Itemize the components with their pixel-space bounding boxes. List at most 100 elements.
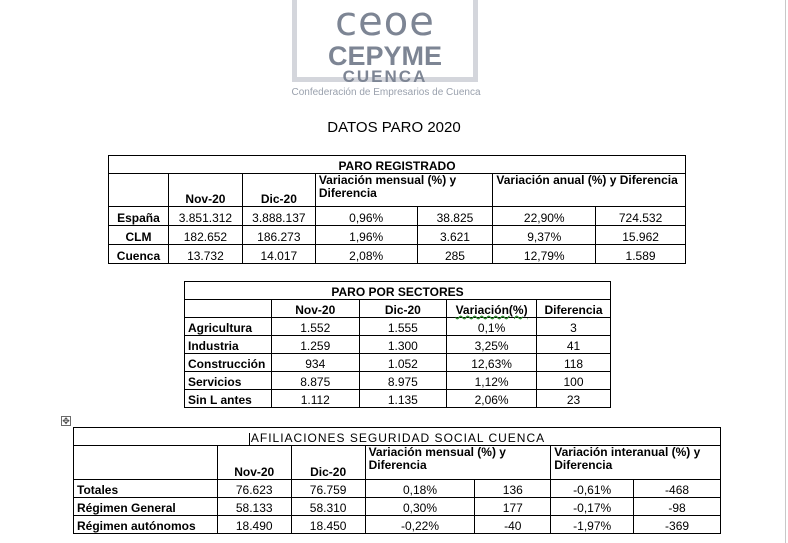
table-cell: 136 [474, 479, 552, 498]
table-cell: 58.310 [290, 497, 366, 516]
table-header-row: Nov-20 Dic-20 Variación(%) Diferencia [184, 299, 611, 318]
table-cell: 8.875 [270, 371, 360, 390]
table-caption-row: PARO REGISTRADO [108, 155, 686, 174]
table-cell: 1.555 [358, 317, 448, 336]
table-header-row: Nov-20 Dic-20 Variación mensual (%) y Di… [108, 173, 686, 207]
row-label: Totales [73, 479, 218, 498]
logo-tagline: Confederación de Empresarios de Cuenca [291, 87, 481, 98]
table-cell: 285 [416, 244, 494, 264]
header-cell: Nov-20 [270, 299, 360, 318]
table-cell: 1.112 [270, 389, 360, 408]
table-cell: 18.490 [216, 515, 292, 534]
table-cell: 13.732 [167, 244, 243, 264]
table-cell: 1.589 [595, 244, 686, 264]
table-row: Industria 1.259 1.300 3,25% 41 [184, 335, 611, 354]
table-cell: 38.825 [416, 206, 494, 226]
table-cell: -0,17% [550, 497, 635, 516]
table-cell: 0,30% [364, 497, 476, 516]
table-cell: 1.135 [358, 389, 448, 408]
table-cell: 1.052 [358, 353, 448, 372]
table-cell: -468 [633, 479, 721, 498]
table-cell: 118 [536, 353, 611, 372]
table-row: Agricultura 1.552 1.555 0,1% 3 [184, 317, 611, 336]
header-cell [184, 299, 272, 318]
table-cell: 76.759 [290, 479, 366, 498]
row-label: Agricultura [184, 317, 272, 336]
table-cell: 1,12% [446, 371, 538, 390]
spellcheck-underlined-text[interactable]: Variación(%) [455, 303, 528, 317]
header-cell: Nov-20 [216, 445, 292, 480]
table-cell: 3,25% [446, 335, 538, 354]
table-cell: -98 [633, 497, 721, 516]
header-cell: Variación interanual (%) y Diferencia [550, 445, 721, 480]
header-cell: Diferencia [536, 299, 611, 318]
table-cell: 1.552 [270, 317, 360, 336]
header-cell: Dic-20 [358, 299, 448, 318]
table-cell: 2,08% [314, 244, 418, 264]
table-caption-row: AFILIACIONES SEGURIDAD SOCIAL CUENCA [73, 427, 721, 446]
table-move-handle-icon[interactable]: ✥ [61, 416, 71, 426]
table-cell: 0,96% [314, 206, 418, 226]
ceoe-cepyme-logo: ceoe CEPYME CUENCA Confederación de Empr… [292, 0, 481, 100]
table-caption-text: AFILIACIONES SEGURIDAD SOCIAL CUENCA [250, 431, 546, 445]
row-label: Sin L antes [184, 389, 272, 408]
table-cell: 3.621 [416, 225, 494, 245]
table-cell: 3 [536, 317, 611, 336]
table-cell: -1,97% [550, 515, 635, 534]
table-cell: 76.623 [216, 479, 292, 498]
header-cell: Variación mensual (%) y Diferencia [364, 445, 552, 480]
table-caption[interactable]: AFILIACIONES SEGURIDAD SOCIAL CUENCA [73, 427, 721, 446]
row-label: CLM [108, 225, 169, 245]
header-cell: Dic-20 [290, 445, 366, 480]
table-row: Sin L antes 1.112 1.135 2,06% 23 [184, 389, 611, 408]
table-cell: 1.259 [270, 335, 360, 354]
table-cell: 100 [536, 371, 611, 390]
table-cell: 0,1% [446, 317, 538, 336]
table-cell: -0,61% [550, 479, 635, 498]
table-cell: 8.975 [358, 371, 448, 390]
table-cell: 182.652 [167, 225, 243, 245]
table-cell: -369 [633, 515, 721, 534]
table-cell: -0,22% [364, 515, 476, 534]
table-caption: PARO POR SECTORES [184, 281, 611, 300]
table-cell: 3.851.312 [167, 206, 243, 226]
afiliaciones-table: AFILIACIONES SEGURIDAD SOCIAL CUENCA Nov… [73, 427, 721, 534]
logo-cepyme: CEPYME [327, 41, 443, 71]
table-row: Cuenca 13.732 14.017 2,08% 285 12,79% 1.… [108, 244, 686, 264]
text-cursor [248, 432, 250, 445]
table-row: España 3.851.312 3.888.137 0,96% 38.825 … [108, 206, 686, 226]
logo-ceoe: ceoe [335, 0, 435, 45]
header-cell: Nov-20 [167, 173, 243, 207]
table-cell: 12,63% [446, 353, 538, 372]
table-cell: 15.962 [595, 225, 686, 245]
logo-frame [292, 0, 478, 82]
table-cell: 3.888.137 [241, 206, 316, 226]
table-header-row: Nov-20 Dic-20 Variación mensual (%) y Di… [73, 445, 721, 480]
table-row: CLM 182.652 186.273 1,96% 3.621 9,37% 15… [108, 225, 686, 245]
table-row: Totales 76.623 76.759 0,18% 136 -0,61% -… [73, 479, 721, 498]
row-label: Construcción [184, 353, 272, 372]
row-label: Régimen autónomos [73, 515, 218, 534]
table-row: Régimen General 58.133 58.310 0,30% 177 … [73, 497, 721, 516]
row-label: España [108, 206, 169, 226]
header-cell [108, 173, 169, 207]
row-label: Régimen General [73, 497, 218, 516]
table-cell: 2,06% [446, 389, 538, 408]
table-cell: 58.133 [216, 497, 292, 516]
logo-cuenca: CUENCA [342, 67, 428, 86]
table-row: Servicios 8.875 8.975 1,12% 100 [184, 371, 611, 390]
table-cell: 14.017 [241, 244, 316, 264]
paro-sectores-table: PARO POR SECTORES Nov-20 Dic-20 Variació… [184, 281, 611, 408]
table-cell: 0,18% [364, 479, 476, 498]
table-cell: 12,79% [492, 244, 597, 264]
table-cell: 18.450 [290, 515, 366, 534]
header-cell: Variación mensual (%) y Diferencia [314, 173, 494, 207]
table-cell: 724.532 [595, 206, 686, 226]
table-caption-row: PARO POR SECTORES [184, 281, 611, 300]
table-cell: -40 [474, 515, 552, 534]
table-cell: 9,37% [492, 225, 597, 245]
table-cell: 177 [474, 497, 552, 516]
table-cell: 1.300 [358, 335, 448, 354]
paro-registrado-table: PARO REGISTRADO Nov-20 Dic-20 Variación … [108, 155, 686, 264]
